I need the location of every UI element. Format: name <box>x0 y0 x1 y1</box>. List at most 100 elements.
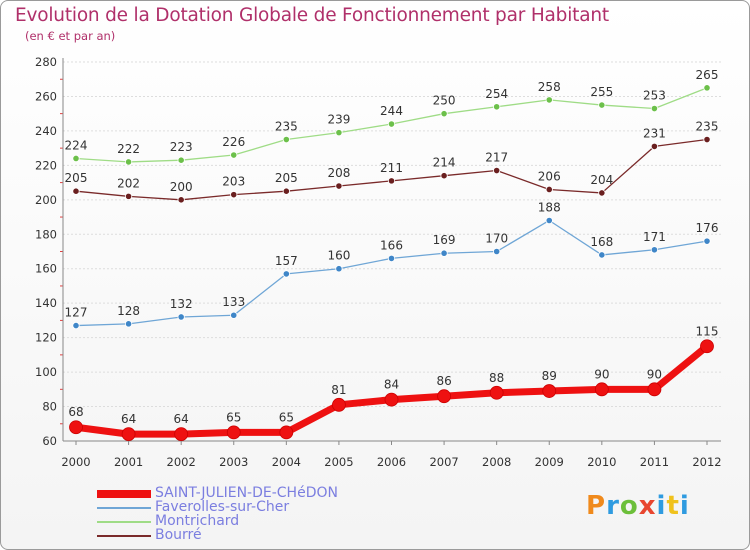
y-tick-label: 260 <box>35 89 57 103</box>
data-label: 235 <box>696 120 719 134</box>
data-point <box>177 313 185 321</box>
data-point <box>650 246 659 254</box>
data-point <box>282 270 290 278</box>
data-point <box>647 382 662 397</box>
logo-letter: i <box>656 491 667 521</box>
data-label: 224 <box>65 138 88 152</box>
data-point <box>387 254 396 262</box>
y-tick-label: 280 <box>35 55 57 69</box>
data-point <box>72 321 80 330</box>
data-label: 84 <box>384 378 399 392</box>
data-point <box>124 320 133 328</box>
data-label: 128 <box>117 304 140 318</box>
y-tick-label: 140 <box>35 296 57 310</box>
data-point <box>650 104 659 113</box>
data-point <box>174 427 189 442</box>
data-point <box>440 172 448 180</box>
data-point <box>177 196 185 204</box>
data-point <box>279 425 294 440</box>
data-point <box>124 192 133 200</box>
data-label: 250 <box>433 94 456 108</box>
data-point <box>335 182 343 190</box>
legend-swatch <box>97 535 151 537</box>
data-point <box>72 187 80 195</box>
x-tick-label: 2011 <box>640 455 669 469</box>
data-label: 65 <box>279 410 294 424</box>
x-tick-label: 2007 <box>429 455 458 469</box>
data-label: 200 <box>170 180 193 194</box>
data-label: 86 <box>436 374 451 388</box>
data-point <box>542 384 557 398</box>
data-point <box>230 151 238 159</box>
data-label: 265 <box>696 68 719 82</box>
data-point <box>703 84 711 92</box>
data-label: 205 <box>275 171 298 185</box>
data-label: 133 <box>222 295 245 309</box>
data-point <box>440 249 448 257</box>
x-tick-label: 2002 <box>167 455 196 469</box>
data-label: 160 <box>327 249 350 263</box>
data-point <box>650 142 659 151</box>
y-tick-label: 220 <box>35 158 57 172</box>
data-point <box>598 189 606 197</box>
data-label: 206 <box>538 169 561 183</box>
x-tick-label: 2010 <box>587 455 616 469</box>
data-label: 254 <box>485 87 508 101</box>
data-point <box>545 96 553 104</box>
data-point <box>387 177 396 185</box>
data-point <box>226 425 241 440</box>
x-tick-label: 2009 <box>535 455 564 469</box>
x-tick-label: 2006 <box>377 455 406 469</box>
data-point <box>545 185 553 194</box>
logo-letter: t <box>666 491 680 521</box>
data-point <box>703 135 711 144</box>
data-point <box>282 187 290 195</box>
legend-label: Montrichard <box>155 513 240 529</box>
data-label: 90 <box>594 367 609 381</box>
x-tick-label: 2000 <box>61 455 90 469</box>
data-point <box>332 397 346 412</box>
data-label: 244 <box>380 104 403 118</box>
data-label: 208 <box>327 166 350 180</box>
data-label: 231 <box>643 126 666 140</box>
data-point <box>230 191 238 199</box>
data-label: 170 <box>485 232 508 246</box>
data-label: 176 <box>696 221 719 235</box>
legend-label: SAINT-JULIEN-DE-CHéDON <box>155 485 338 501</box>
legend-label: Faverolles-sur-Cher <box>155 499 290 515</box>
data-point <box>594 382 609 397</box>
logo-letter: x <box>638 491 657 521</box>
legend-swatch <box>97 507 151 509</box>
x-tick-label: 2003 <box>219 455 248 469</box>
data-label: 223 <box>170 140 193 154</box>
data-label: 132 <box>170 297 193 311</box>
data-point <box>121 427 136 442</box>
data-label: 211 <box>380 161 403 175</box>
data-label: 81 <box>331 383 346 397</box>
data-point <box>493 166 501 175</box>
data-label: 204 <box>590 173 613 187</box>
data-point <box>493 103 501 111</box>
data-label: 203 <box>222 175 245 189</box>
data-label: 258 <box>538 80 561 94</box>
legend-swatch <box>97 490 151 498</box>
x-tick-label: 2001 <box>114 455 143 469</box>
data-label: 89 <box>542 369 557 383</box>
data-label: 115 <box>696 324 719 338</box>
data-label: 88 <box>489 371 504 385</box>
data-point <box>493 247 501 256</box>
data-point <box>387 120 396 128</box>
data-point <box>124 158 133 166</box>
y-tick-label: 120 <box>35 331 57 345</box>
data-label: 205 <box>65 171 88 185</box>
data-point <box>230 311 238 319</box>
data-label: 214 <box>433 156 456 170</box>
data-label: 239 <box>327 113 350 127</box>
data-label: 222 <box>117 142 140 156</box>
data-point <box>700 339 714 354</box>
logo-letter: P <box>586 491 607 521</box>
data-label: 253 <box>643 89 666 103</box>
y-tick-label: 180 <box>35 227 57 241</box>
